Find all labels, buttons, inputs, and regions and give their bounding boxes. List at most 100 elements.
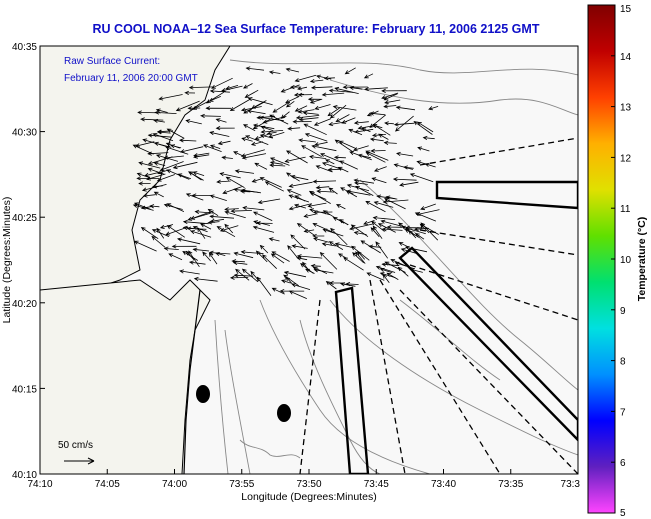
current-vector — [252, 123, 275, 130]
current-vector — [240, 250, 264, 255]
current-vector — [335, 114, 350, 123]
current-vector — [151, 229, 170, 237]
current-vector — [428, 106, 439, 111]
x-tick-label: 73:35 — [498, 479, 523, 490]
current-vector — [234, 169, 255, 174]
current-vector — [371, 177, 387, 184]
current-vector — [349, 223, 374, 231]
marker-dot — [277, 404, 291, 422]
current-vector — [271, 251, 290, 262]
current-vector — [209, 194, 227, 201]
current-vector — [383, 93, 398, 101]
current-vector — [138, 161, 161, 169]
current-vector — [372, 215, 396, 221]
current-vector — [241, 268, 259, 283]
current-vector — [205, 106, 232, 111]
current-vector — [365, 200, 386, 213]
current-vector — [156, 227, 165, 239]
current-vector — [377, 223, 396, 233]
current-vector — [193, 154, 210, 159]
current-vector — [297, 109, 315, 114]
current-vector — [303, 228, 315, 233]
current-vector — [200, 223, 212, 230]
current-vector — [260, 129, 284, 134]
current-vector — [215, 252, 226, 257]
current-vector — [394, 261, 415, 270]
current-vector — [344, 67, 356, 75]
current-vector — [155, 154, 179, 162]
current-vector — [321, 92, 345, 97]
current-vector — [187, 212, 211, 221]
current-vector — [354, 128, 374, 134]
current-vector — [357, 153, 371, 159]
current-vector — [153, 141, 172, 148]
coastline — [183, 289, 201, 474]
current-vector — [315, 165, 333, 173]
current-vector — [353, 230, 367, 236]
current-vector — [309, 78, 324, 84]
current-vector — [320, 153, 342, 163]
current-vector — [163, 246, 179, 251]
current-vector — [316, 74, 332, 80]
current-vector — [188, 250, 200, 268]
current-vector — [240, 106, 262, 112]
x-tick-label: 74:00 — [162, 479, 187, 490]
current-vector — [254, 162, 268, 170]
y-tick-label: 40:10 — [12, 470, 37, 481]
current-vector — [298, 138, 316, 143]
current-vector — [207, 208, 219, 217]
current-vector — [290, 234, 306, 250]
current-vector — [352, 252, 364, 264]
current-vector — [252, 211, 273, 221]
marker-dot — [196, 385, 210, 403]
current-vector — [340, 187, 354, 195]
current-vector — [136, 172, 151, 179]
current-vector — [242, 124, 256, 132]
y-tick-label: 40:20 — [12, 299, 37, 310]
current-vector — [302, 111, 319, 116]
current-vector — [420, 222, 439, 241]
current-vector — [255, 250, 268, 263]
current-vector — [372, 124, 383, 129]
current-vector — [244, 89, 259, 98]
current-vector — [414, 212, 437, 222]
current-vector — [295, 115, 320, 120]
current-vector — [140, 226, 159, 240]
current-vector — [233, 151, 243, 156]
x-axis-ticks: 74:10 74:05 74:00 73:55 73:50 73:45 73:40 73:35… — [27, 469, 580, 490]
current-vector — [334, 242, 355, 249]
current-vector — [133, 240, 157, 252]
current-vector — [179, 146, 204, 154]
current-vector — [287, 126, 301, 131]
current-vector — [309, 154, 327, 160]
current-vector — [272, 101, 291, 113]
current-vector — [264, 181, 284, 192]
current-vector — [298, 117, 319, 122]
current-vector — [392, 177, 417, 182]
current-vector — [297, 86, 308, 91]
current-vector — [206, 91, 225, 104]
current-vector — [404, 228, 420, 239]
current-vector — [384, 121, 394, 126]
current-vector — [383, 104, 397, 109]
current-vector — [151, 235, 166, 248]
current-vector — [252, 118, 272, 130]
current-vector — [269, 160, 283, 165]
current-vector — [292, 119, 312, 124]
current-vector — [296, 254, 323, 259]
current-vector — [397, 266, 409, 277]
current-vector — [310, 263, 321, 269]
current-vector — [417, 146, 430, 152]
current-vector — [216, 226, 236, 238]
current-vector — [351, 245, 370, 261]
survey-lines — [299, 137, 578, 474]
current-vector — [399, 181, 419, 187]
x-tick-label: 73:55 — [229, 479, 254, 490]
current-vector — [369, 137, 384, 142]
current-vector — [172, 161, 198, 170]
current-vectors — [132, 66, 440, 299]
current-vector — [286, 189, 302, 196]
current-vector — [245, 135, 269, 145]
current-vector — [209, 144, 221, 149]
current-vector — [159, 161, 184, 172]
